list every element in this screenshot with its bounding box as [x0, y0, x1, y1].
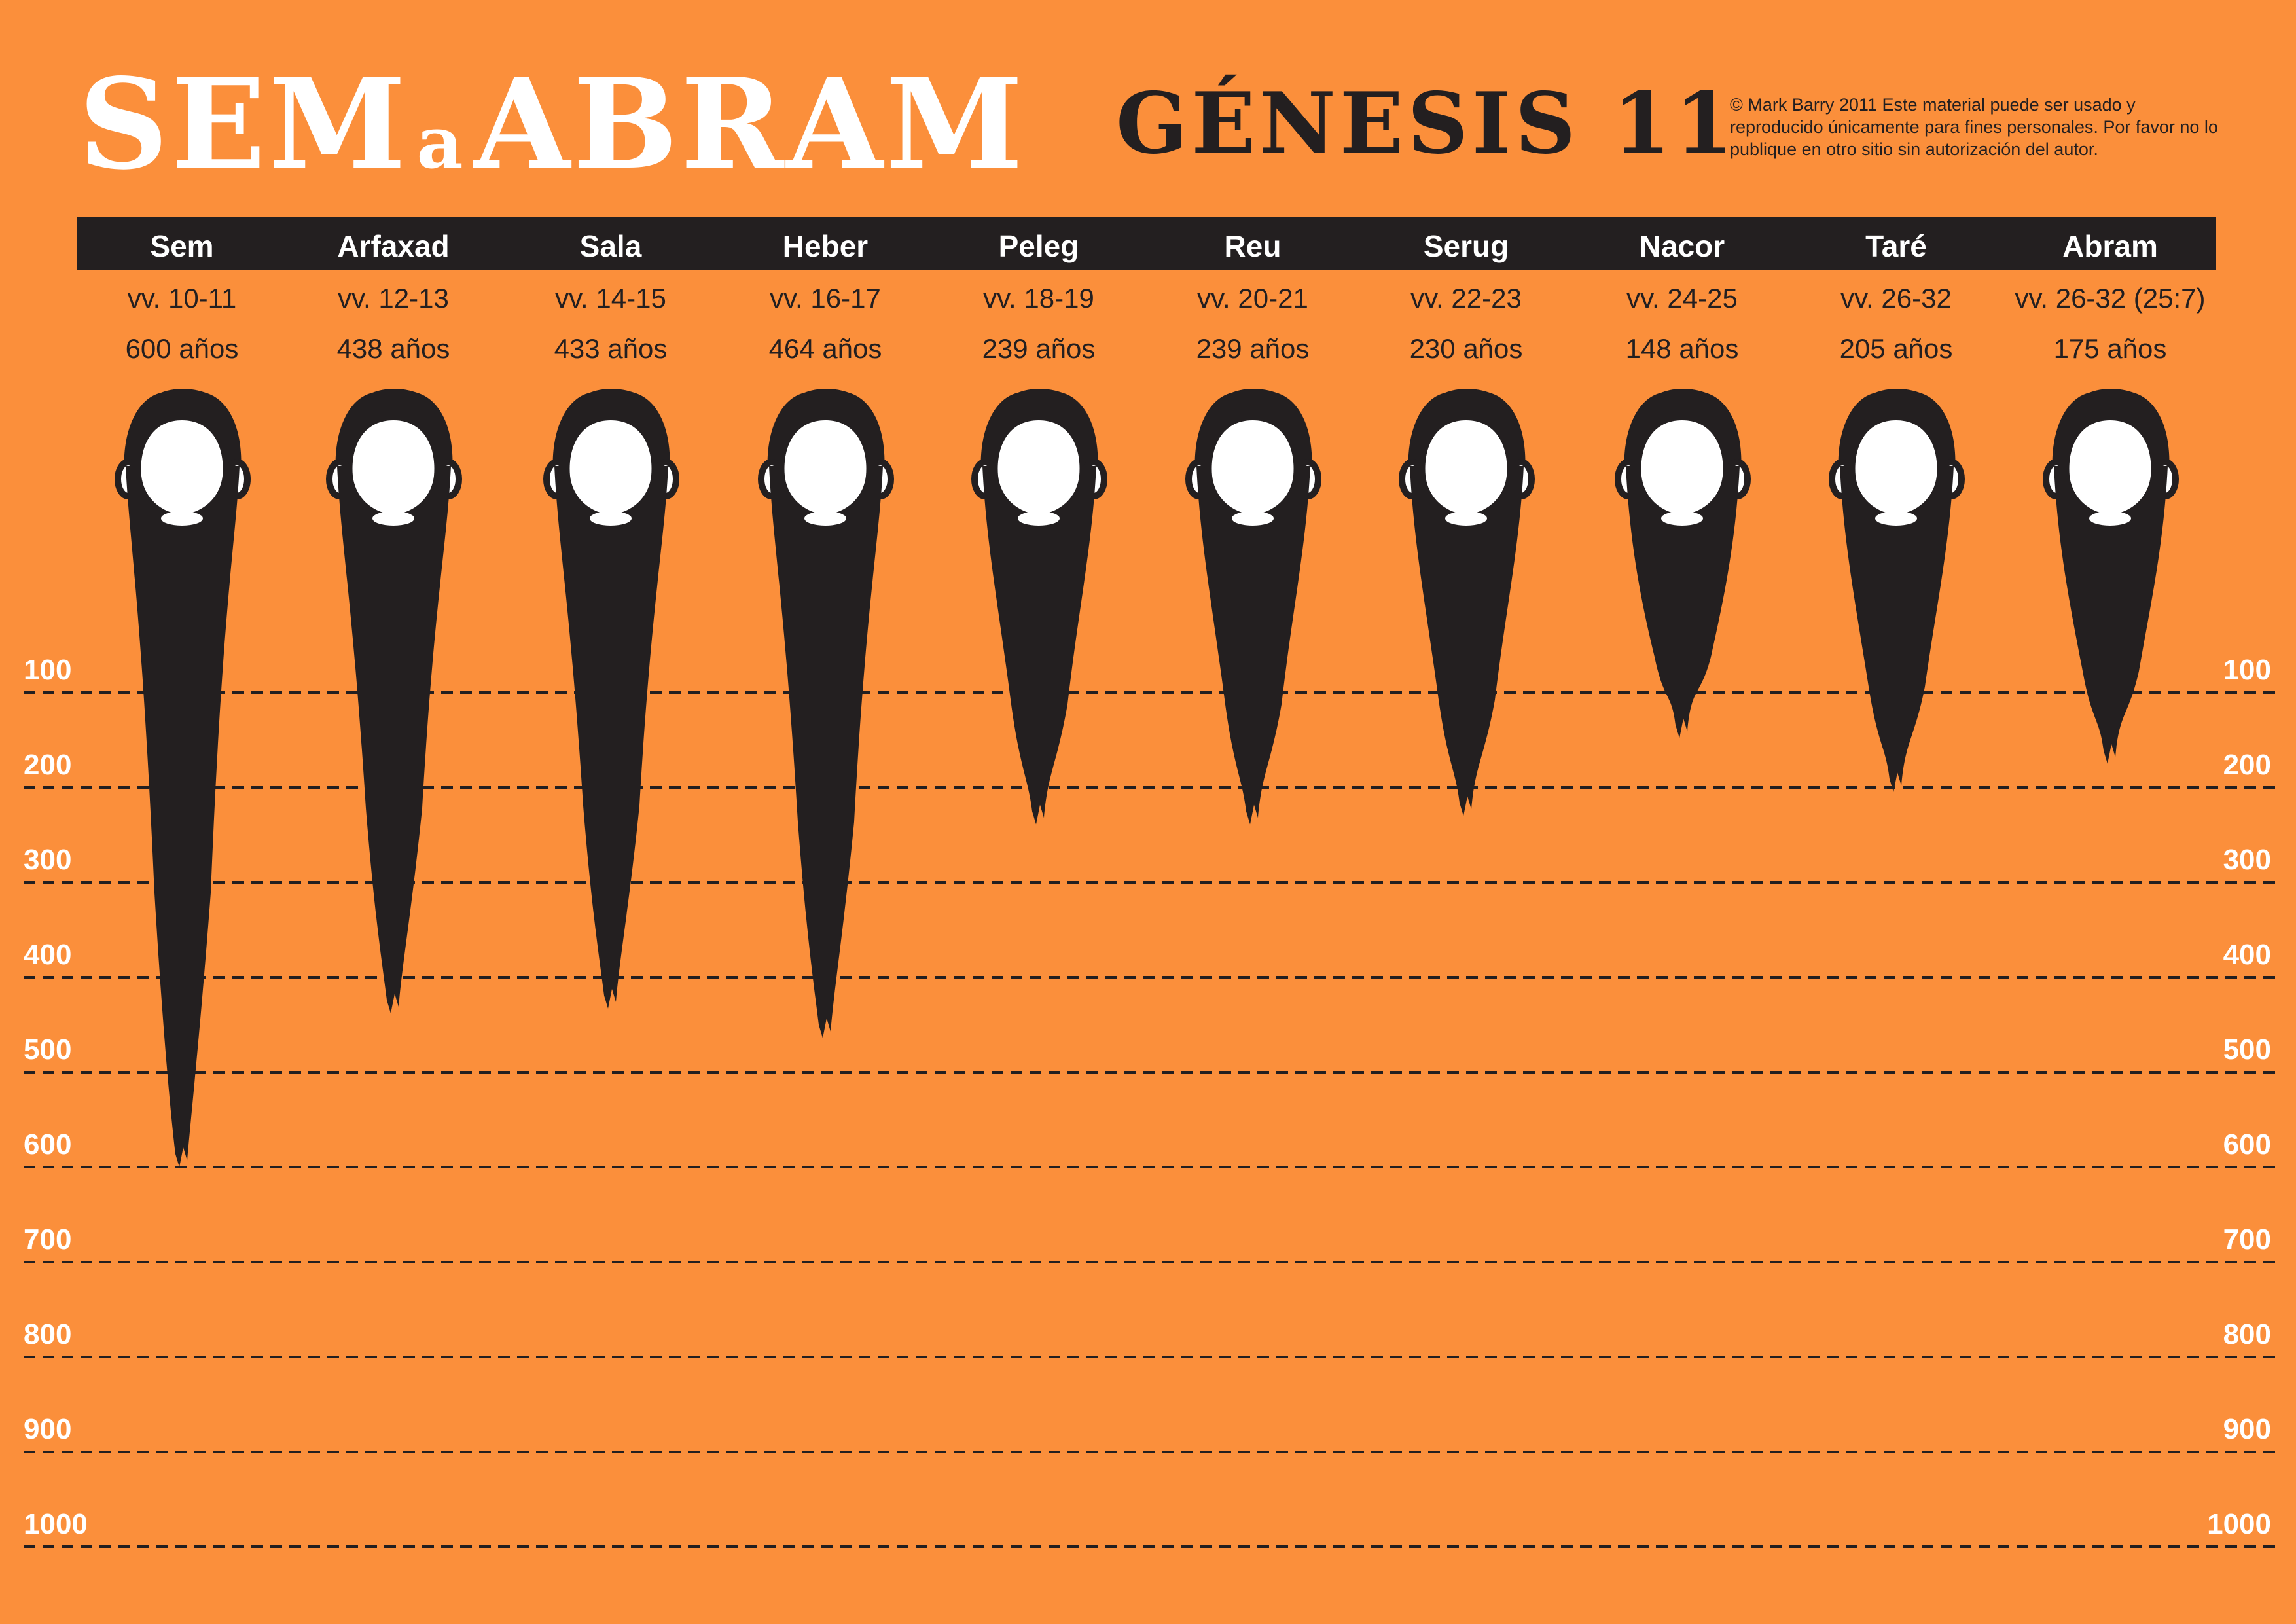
beard-figure [1185, 389, 1321, 825]
verse-label: vv. 10-11 [128, 283, 237, 314]
beard-body [1196, 466, 1310, 825]
value-label: 464 años [769, 333, 882, 364]
y-tick-label-right: 400 [2223, 939, 2271, 971]
value-label: 239 años [1196, 333, 1310, 364]
y-tick-label-left: 100 [24, 654, 71, 686]
value-label: 205 años [1840, 333, 1953, 364]
beard-body [769, 466, 883, 1038]
value-label: 433 años [554, 333, 668, 364]
beard-body [2054, 466, 2168, 764]
mouth [1018, 511, 1060, 526]
category-label: Serug [1424, 229, 1509, 263]
category-label: Heber [783, 229, 868, 263]
category-label: Reu [1225, 229, 1282, 263]
y-tick-label-right: 900 [2223, 1413, 2271, 1445]
title-abram: ABRAM [473, 51, 1026, 197]
category-label: Arfaxad [337, 229, 449, 263]
beard-figure [543, 389, 679, 1009]
face [569, 420, 652, 514]
y-tick-label-right: 200 [2223, 749, 2271, 781]
verse-label: vv. 20-21 [1197, 283, 1308, 314]
beard-body [126, 466, 240, 1167]
beard-figure [2043, 389, 2179, 764]
verse-label: vv. 24-25 [1626, 283, 1738, 314]
verse-label: vv. 26-32 [1840, 283, 1952, 314]
value-label: 175 años [2054, 333, 2167, 364]
beard-body [1840, 466, 1954, 793]
beard-body [337, 466, 451, 1014]
value-label: 230 años [1410, 333, 1523, 364]
face [141, 420, 223, 514]
face [352, 420, 435, 514]
y-tick-label-left: 1000 [24, 1508, 88, 1540]
category-label: Taré [1865, 229, 1927, 263]
mouth [804, 511, 846, 526]
verse-label: vv. 18-19 [983, 283, 1094, 314]
face [2069, 420, 2151, 514]
beard-body [1626, 466, 1740, 738]
y-tick-label-left: 400 [24, 939, 71, 971]
title-sem: SEM [79, 51, 409, 197]
page-subtitle: GÉNESIS 11 [1116, 75, 1737, 173]
beard-figure [326, 389, 462, 1014]
beard-body [554, 466, 668, 1009]
verse-label: vv. 26-32 (25:7) [2015, 283, 2205, 314]
category-label: Abram [2062, 229, 2158, 263]
face [1855, 420, 1937, 514]
beard-body [982, 466, 1096, 825]
face [1425, 420, 1507, 514]
y-tick-label-left: 500 [24, 1034, 71, 1066]
category-label: Peleg [999, 229, 1079, 263]
beard-body [1410, 466, 1524, 816]
mouth [372, 511, 414, 526]
copyright-notice: © Mark Barry 2011 Este material puede se… [1730, 95, 2218, 159]
verse-label: vv. 16-17 [770, 283, 881, 314]
mouth [1661, 511, 1703, 526]
category-label: Nacor [1640, 229, 1725, 263]
page-title: SEM aABRAM [79, 62, 1026, 187]
mouth [1232, 511, 1274, 526]
value-label: 239 años [982, 333, 1096, 364]
y-tick-label-right: 100 [2223, 654, 2271, 686]
face [1211, 420, 1294, 514]
mouth [161, 511, 203, 526]
beard-figure [758, 389, 894, 1038]
mouth [590, 511, 632, 526]
value-label: 148 años [1626, 333, 1739, 364]
mouth [2089, 511, 2131, 526]
mouth [1875, 511, 1917, 526]
y-tick-label-right: 300 [2223, 844, 2271, 876]
face [997, 420, 1080, 514]
verse-label: vv. 14-15 [555, 283, 666, 314]
title-a: a [416, 100, 466, 185]
category-label: Sala [580, 229, 642, 263]
beard-figure [1615, 389, 1751, 738]
y-tick-label-right: 500 [2223, 1034, 2271, 1066]
verse-label: vv. 12-13 [338, 283, 449, 314]
beard-figure [1829, 389, 1965, 793]
y-tick-label-right: 800 [2223, 1318, 2271, 1350]
y-tick-label-right: 1000 [2207, 1508, 2271, 1540]
y-tick-label-right: 700 [2223, 1223, 2271, 1255]
y-tick-label-left: 800 [24, 1318, 71, 1350]
beard-figure [971, 389, 1107, 825]
y-tick-label-right: 600 [2223, 1128, 2271, 1161]
y-tick-label-left: 900 [24, 1413, 71, 1445]
category-label: Sem [150, 229, 213, 263]
y-tick-label-left: 200 [24, 749, 71, 781]
y-tick-label-left: 300 [24, 844, 71, 876]
value-label: 438 años [337, 333, 450, 364]
value-label: 600 años [126, 333, 239, 364]
face [784, 420, 867, 514]
verse-label: vv. 22-23 [1410, 283, 1522, 314]
header-bar [77, 217, 2216, 270]
y-tick-label-left: 700 [24, 1223, 71, 1255]
face [1641, 420, 1723, 514]
y-tick-label-left: 600 [24, 1128, 71, 1161]
beard-figure [1399, 389, 1535, 816]
beard-figure [115, 389, 251, 1167]
mouth [1445, 511, 1487, 526]
